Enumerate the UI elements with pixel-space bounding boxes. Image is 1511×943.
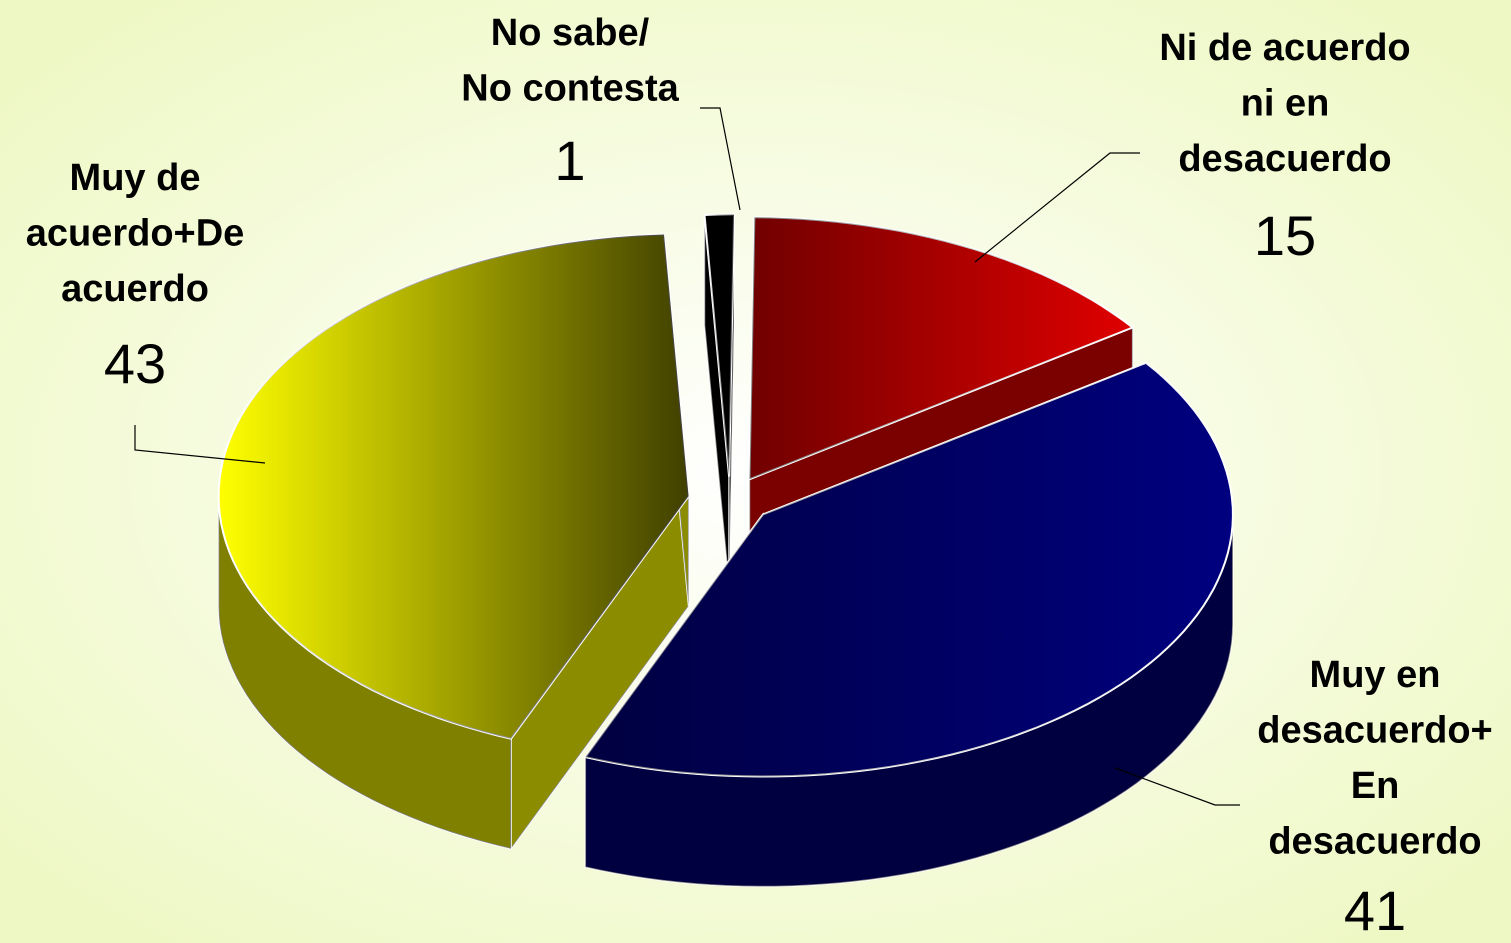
pie [217,213,1234,888]
leader-line [700,107,741,211]
slice-side-shade [585,514,1233,887]
category-label: Muy en desacuerdo+ En desacuerdo [1257,654,1493,863]
slice [217,233,690,851]
slice-top-shade [749,217,1133,480]
value-label: 1 [554,129,585,192]
category-label: No sabe/No contesta [461,12,679,110]
slice-side-shade [218,496,511,849]
slice [703,213,736,587]
slice-wall-shade [704,215,730,587]
slice-top-shade [585,362,1233,777]
value-label: 15 [1254,204,1316,267]
slice [583,361,1234,888]
leader-line [134,425,266,464]
value-label: 43 [104,332,166,395]
slice-wall-shade [511,496,689,849]
category-label: Ni de acuerdo ni en desacuerdo [1159,27,1410,180]
value-label: 41 [1344,879,1406,942]
leader-line [1114,767,1240,806]
leader-lines [134,107,1240,806]
category-label: Muy de acuerdo+De acuerdo [26,157,245,310]
slice-top-shade [218,234,689,739]
labels: No sabe/No contesta 1 Ni de acuerdo ni en de… [26,12,1493,942]
slice-top-shade [704,214,734,477]
leader-line [974,152,1140,263]
